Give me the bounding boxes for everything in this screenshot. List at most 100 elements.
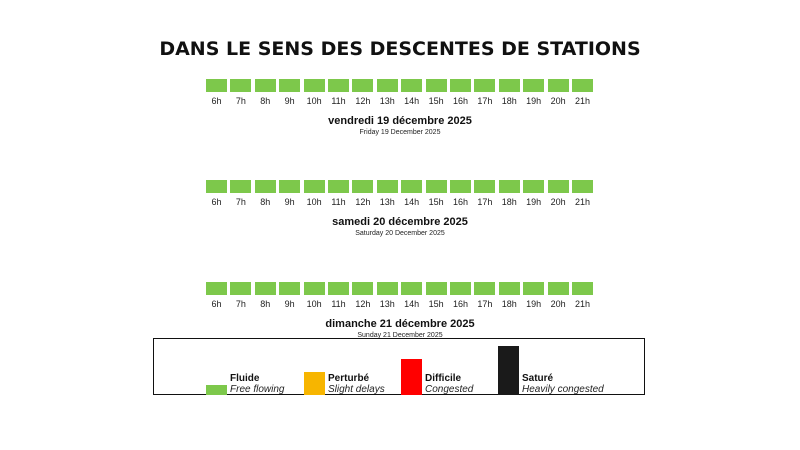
hour-tick-label: 8h [260, 96, 271, 106]
hour-status-cell [254, 282, 276, 295]
hour-tick-label: 13h [379, 197, 395, 207]
hour-status-cell [328, 282, 349, 295]
hour-tick-label: 11h [331, 197, 346, 207]
hour-status-cell [401, 180, 423, 193]
hour-status-cell [523, 282, 545, 295]
hour-tick-label: 17h [477, 299, 493, 309]
hour-tick-label: 21h [574, 96, 591, 106]
hour-bars [206, 79, 596, 92]
hour-tick-label: 15h [428, 299, 444, 309]
legend-label-fr: Fluide [230, 373, 260, 384]
hour-status-cell [547, 79, 569, 92]
hour-status-cell [206, 180, 227, 193]
hour-tick-label: 16h [452, 197, 469, 207]
hour-status-cell [328, 79, 349, 92]
hour-tick-label: 10h [306, 299, 322, 309]
hour-status-cell [474, 79, 496, 92]
hour-tick-label: 16h [452, 299, 469, 309]
hour-tick-label: 20h [550, 96, 566, 106]
hour-status-cell [303, 79, 325, 92]
hour-tick-label: 12h [355, 197, 371, 207]
hour-tick-label: 20h [550, 299, 566, 309]
legend-label-fr: Saturé [522, 373, 554, 384]
hour-status-cell [376, 180, 398, 193]
hour-tick-label: 8h [260, 299, 271, 309]
hour-tick-label: 21h [574, 299, 591, 309]
hour-status-cell [572, 79, 593, 92]
hour-status-cell [254, 180, 276, 193]
hour-status-cell [303, 282, 325, 295]
legend-label-fr: Perturbé [328, 373, 370, 384]
hour-tick-label: 16h [452, 96, 469, 106]
hour-status-cell [230, 180, 252, 193]
hour-status-cell [279, 180, 301, 193]
hour-tick-label: 11h [331, 96, 346, 106]
hour-status-cell [352, 180, 374, 193]
hour-status-cell [279, 79, 301, 92]
hour-tick-label: 6h [211, 96, 222, 106]
hour-status-cell [425, 180, 447, 193]
hour-status-cell [474, 282, 496, 295]
day-label-fr: vendredi 19 décembre 2025 [328, 115, 472, 127]
hour-status-cell [254, 79, 276, 92]
hour-status-cell [498, 282, 520, 295]
hour-tick-label: 9h [284, 197, 295, 207]
day-label-en: Sunday 21 December 2025 [357, 332, 443, 339]
hour-tick-label: 19h [526, 197, 542, 207]
hour-status-cell [230, 282, 252, 295]
hour-bars [206, 180, 596, 193]
hour-tick-label: 7h [235, 96, 246, 106]
hour-tick-label: 18h [501, 197, 517, 207]
hour-status-cell [572, 282, 593, 295]
hour-tick-label: 12h [355, 299, 371, 309]
hour-status-cell [303, 180, 325, 193]
hour-status-cell [523, 180, 545, 193]
hour-tick-label: 7h [235, 299, 246, 309]
hour-status-cell [425, 282, 447, 295]
hour-status-cell [206, 79, 227, 92]
hour-axis: 6h 7h 8h 9h 10h 11h 12h 13h 14h 15h 16h 17h 18h 19h 20… [206, 197, 596, 209]
hour-status-cell [425, 79, 447, 92]
hour-bars [206, 282, 596, 295]
hour-tick-label: 14h [404, 197, 420, 207]
hour-tick-label: 6h [211, 197, 222, 207]
hour-tick-label: 9h [284, 96, 295, 106]
hour-status-cell [352, 282, 374, 295]
hour-status-cell [279, 282, 301, 295]
day-label-fr: dimanche 21 décembre 2025 [325, 318, 475, 330]
hour-tick-label: 21h [574, 197, 591, 207]
legend-label-en: Congested [425, 384, 474, 395]
hour-tick-label: 14h [404, 96, 420, 106]
hour-status-cell [328, 180, 349, 193]
hour-status-cell [376, 79, 398, 92]
hour-status-cell [352, 79, 374, 92]
hour-status-cell [401, 282, 423, 295]
hour-tick-label: 18h [501, 299, 517, 309]
hour-tick-label: 13h [379, 96, 395, 106]
hour-status-cell [450, 79, 471, 92]
hour-tick-label: 19h [526, 96, 542, 106]
hour-tick-label: 9h [284, 299, 295, 309]
hour-tick-label: 8h [260, 197, 271, 207]
hour-status-cell [547, 282, 569, 295]
hour-tick-label: 7h [235, 197, 246, 207]
hour-tick-label: 20h [550, 197, 566, 207]
hour-axis: 6h 7h 8h 9h 10h 11h 12h 13h 14h 15h 16h 17h 18h 19h 20… [206, 96, 596, 108]
legend-label-en: Slight delays [328, 384, 385, 395]
hour-status-cell [498, 180, 520, 193]
hour-status-cell [206, 282, 227, 295]
hour-status-cell [230, 79, 252, 92]
day-label-en: Friday 19 December 2025 [359, 129, 441, 136]
hour-status-cell [474, 180, 496, 193]
hour-tick-label: 18h [501, 96, 517, 106]
hour-tick-label: 12h [355, 96, 371, 106]
legend-label-fr: Difficile [425, 373, 462, 384]
hour-tick-label: 11h [331, 299, 346, 309]
legend-swatch [304, 372, 325, 395]
legend-swatch [498, 346, 519, 395]
hour-tick-label: 15h [428, 96, 444, 106]
legend-label-en: Heavily congested [522, 384, 604, 395]
legend: Fluide Free flowing Perturbé Slight delays D… [153, 338, 645, 395]
hour-tick-label: 17h [477, 96, 493, 106]
hour-tick-label: 6h [211, 299, 222, 309]
